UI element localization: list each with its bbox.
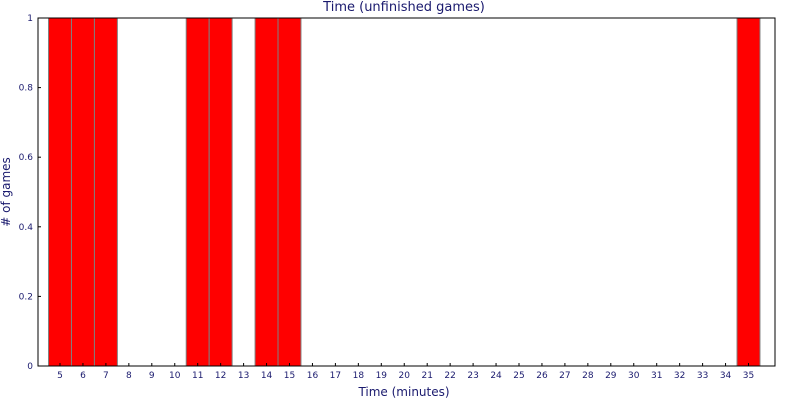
y-axis-label: # of games	[0, 157, 13, 227]
bar-11	[185, 17, 210, 367]
y-tick-label-2: 0.4	[19, 223, 34, 233]
x-tick-label-5: 5	[57, 371, 63, 381]
bar-12	[208, 17, 233, 367]
x-tick-label-21: 21	[421, 371, 432, 381]
x-tick-label-6: 6	[80, 371, 86, 381]
plot-frame	[37, 17, 776, 367]
x-tick-label-26: 26	[536, 371, 548, 381]
x-tick-label-12: 12	[215, 371, 226, 381]
bar-15	[277, 17, 302, 367]
x-tick-label-31: 31	[651, 371, 662, 381]
y-tick-label-4: 0.8	[19, 84, 34, 94]
x-tick-label-11: 11	[192, 371, 203, 381]
y-tick-label-5: 1	[27, 14, 33, 24]
x-tick-label-35: 35	[743, 371, 754, 381]
bar-6	[70, 17, 95, 367]
bar-5	[48, 17, 72, 367]
x-tick-label-15: 15	[284, 371, 295, 381]
bars-group	[48, 17, 761, 367]
x-tick-label-18: 18	[353, 371, 365, 381]
y-tick-label-0: 0	[27, 362, 33, 372]
x-tick-label-16: 16	[307, 371, 319, 381]
x-tick-label-25: 25	[513, 371, 524, 381]
x-tick-label-19: 19	[376, 371, 388, 381]
x-tick-label-32: 32	[674, 371, 685, 381]
x-tick-label-20: 20	[399, 371, 411, 381]
bar-35	[736, 17, 761, 367]
x-tick-label-17: 17	[330, 371, 341, 381]
x-tick-label-33: 33	[697, 371, 708, 381]
x-tick-label-30: 30	[628, 371, 640, 381]
x-tick-label-27: 27	[559, 371, 570, 381]
bar-14	[254, 17, 279, 367]
x-tick-label-14: 14	[261, 371, 273, 381]
chart-title: Time (unfinished games)	[322, 0, 485, 15]
x-tick-label-29: 29	[605, 371, 617, 381]
x-tick-label-34: 34	[720, 371, 732, 381]
x-tick-label-23: 23	[467, 371, 478, 381]
x-tick-label-9: 9	[149, 371, 155, 381]
x-tick-label-8: 8	[126, 371, 132, 381]
y-tick-label-1: 0.2	[19, 292, 33, 302]
x-tick-label-22: 22	[444, 371, 455, 381]
x-axis-label: Time (minutes)	[357, 385, 449, 399]
bar-7	[93, 17, 118, 367]
x-tick-label-10: 10	[169, 371, 181, 381]
x-tick-label-13: 13	[238, 371, 249, 381]
x-tick-label-7: 7	[103, 371, 109, 381]
x-tick-label-28: 28	[582, 371, 594, 381]
y-tick-label-3: 0.6	[19, 153, 34, 163]
x-tick-label-24: 24	[490, 371, 502, 381]
